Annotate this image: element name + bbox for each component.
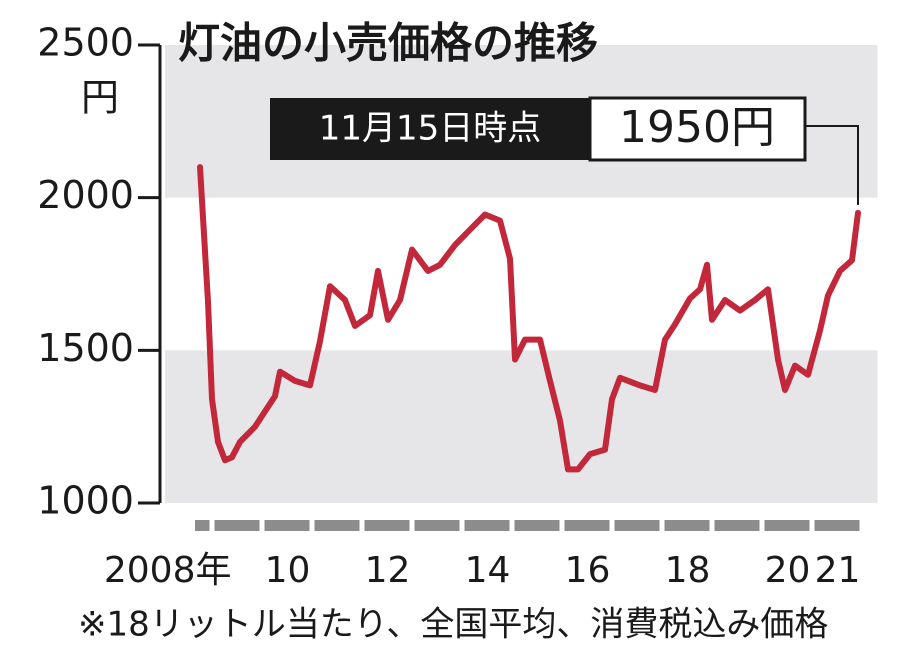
price-line bbox=[197, 164, 861, 473]
x-tick-segment bbox=[195, 520, 210, 531]
y-tick-label: 1500 bbox=[37, 326, 134, 370]
x-tick-segment bbox=[564, 520, 610, 531]
x-tick-label: 20 bbox=[765, 550, 811, 591]
y-tick-label: 1000 bbox=[37, 479, 134, 523]
band bbox=[165, 350, 878, 503]
y-tick-label: 2000 bbox=[37, 173, 134, 217]
x-tick-label: 2008年 bbox=[104, 550, 232, 591]
annotation-date-box bbox=[270, 98, 590, 160]
x-tick-segment bbox=[314, 520, 360, 531]
x-tick-segment bbox=[364, 520, 410, 531]
annotation-leader bbox=[805, 125, 859, 205]
x-tick-segment bbox=[214, 520, 260, 531]
x-tick-segment bbox=[664, 520, 710, 531]
x-tick-segment bbox=[814, 520, 860, 531]
annotation-date: 11月15日時点 bbox=[319, 109, 542, 149]
x-tick-segment bbox=[414, 520, 460, 531]
annotation-value: 1950円 bbox=[619, 102, 775, 153]
x-tick-label: 12 bbox=[365, 550, 411, 591]
annotation-value-box bbox=[588, 96, 807, 162]
x-tick-segment bbox=[264, 520, 310, 531]
y-tick-label: 2500 bbox=[37, 21, 134, 65]
x-tick-label: 16 bbox=[565, 550, 611, 591]
x-tick-label: 18 bbox=[665, 550, 711, 591]
x-tick-label: 14 bbox=[465, 550, 511, 591]
x-tick-segment bbox=[514, 520, 560, 531]
note: ※18リットル当たり、全国平均、消費税込み価格 bbox=[78, 605, 828, 645]
x-tick-label: 21 bbox=[815, 550, 861, 591]
y-unit: 円 bbox=[81, 76, 119, 120]
x-tick-label: 10 bbox=[265, 550, 311, 591]
x-tick-segment bbox=[614, 520, 660, 531]
x-tick-segment bbox=[764, 520, 810, 531]
chart-title: 灯油の小売価格の推移 bbox=[178, 19, 598, 68]
x-tick-segment bbox=[714, 520, 760, 531]
x-tick-segment bbox=[464, 520, 510, 531]
